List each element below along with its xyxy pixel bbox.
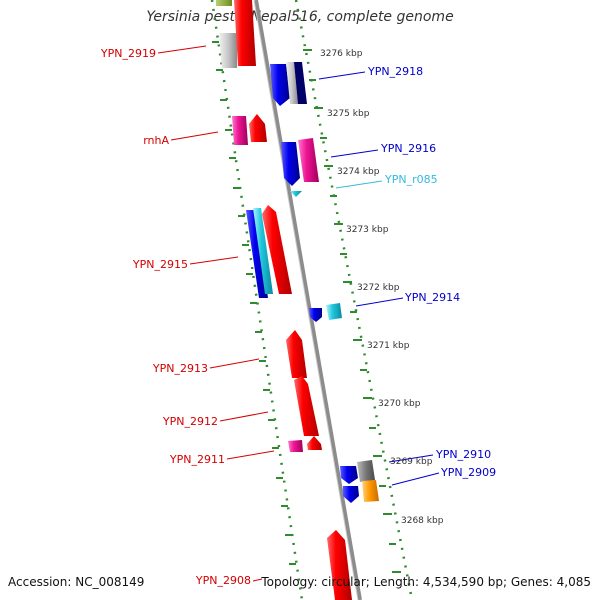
gene-label-ypn-2912: YPN_2912 xyxy=(162,415,218,428)
gene-label-ypn-2913: YPN_2913 xyxy=(152,362,208,375)
right-track-outer xyxy=(294,0,414,600)
kbp-tick-label: 3275 kbp xyxy=(327,109,370,119)
feature-ypn-2910-grey xyxy=(357,460,375,482)
feature-ypn-2908 xyxy=(327,530,352,600)
gene-label-ypn-2909: YPN_2909 xyxy=(440,466,496,479)
gene-labels-left: YPN_2919 rnhA YPN_2915 YPN_2913 YPN_2912… xyxy=(100,47,251,587)
kbp-tick-label: 3274 kbp xyxy=(337,167,380,177)
genome-summary: Topology: circular; Length: 4,534,590 bp… xyxy=(261,575,591,589)
gene-label-ypn-2914: YPN_2914 xyxy=(404,291,460,304)
label-leaders-right xyxy=(318,71,440,486)
feature-ypn-2919-grey xyxy=(219,33,237,68)
gene-label-rnha: rnhA xyxy=(143,134,169,147)
feature-ypn-2915-cyan xyxy=(253,208,273,294)
gene-label-ypn-2911: YPN_2911 xyxy=(169,453,225,466)
gene-label-ypn-2908: YPN_2908 xyxy=(195,574,251,587)
kbp-tick-labels: 3276 kbp 3275 kbp 3274 kbp 3273 kbp 3272… xyxy=(320,49,444,526)
left-track-outer xyxy=(210,0,304,600)
kbp-tick-label: 3270 kbp xyxy=(378,399,421,409)
feature-ypn-2916-pink xyxy=(298,138,319,182)
map-title: Yersinia pestis Nepal516, complete genom… xyxy=(146,9,454,25)
kbp-tick-label: 3271 kbp xyxy=(367,341,410,351)
gene-label-ypn-2916: YPN_2916 xyxy=(380,142,436,155)
genome-backbone-highlight xyxy=(253,0,359,600)
feature-ypn-2919 xyxy=(234,0,256,66)
accession-label: Accession: NC_008149 xyxy=(8,575,145,589)
gene-labels-right: YPN_2918 YPN_2916 YPN_r085 YPN_2914 YPN_… xyxy=(367,65,496,479)
kbp-tick-label: 3272 kbp xyxy=(357,283,400,293)
kbp-tick-label: 3276 kbp xyxy=(320,49,363,59)
gene-label-ypn-2915: YPN_2915 xyxy=(132,258,188,271)
feature-rnha-pink xyxy=(232,116,248,145)
feature-ypn-2912 xyxy=(294,376,319,436)
gene-label-ypn-2918: YPN_2918 xyxy=(367,65,423,78)
gene-label-ypn-2919: YPN_2919 xyxy=(100,47,156,60)
feature-ypn-2916 xyxy=(281,142,300,186)
kbp-tick-label: 3273 kbp xyxy=(346,225,389,235)
feature-ypn-2911 xyxy=(307,436,322,450)
feature-ypn-r085 xyxy=(290,191,302,197)
feature-ypn-2909-orange xyxy=(362,480,379,502)
feature-ypn-2918-navy xyxy=(294,62,307,104)
genome-backbone xyxy=(254,0,362,600)
feature-ypn-2918 xyxy=(270,64,290,106)
kbp-tick-label: 3268 kbp xyxy=(401,516,444,526)
label-leaders-left xyxy=(157,45,275,582)
kbp-tick-label: 3269 kbp xyxy=(390,457,433,467)
feature-ypn-2914 xyxy=(309,308,322,322)
feature-ypn-2911-pink xyxy=(288,440,303,452)
feature-ypn-2910 xyxy=(340,466,358,484)
gene-label-ypn-r085: YPN_r085 xyxy=(384,173,438,186)
track-ticks-right xyxy=(303,49,401,573)
feature-ypn-2909 xyxy=(343,486,359,503)
gene-label-ypn-2910: YPN_2910 xyxy=(435,448,491,461)
feature-olive-top xyxy=(216,0,232,6)
feature-rnha xyxy=(249,114,267,142)
track-ticks-left xyxy=(212,41,296,565)
feature-ypn-2914-cyan xyxy=(326,303,342,320)
feature-ypn-2915 xyxy=(262,205,292,294)
feature-ypn-2913 xyxy=(286,330,307,378)
